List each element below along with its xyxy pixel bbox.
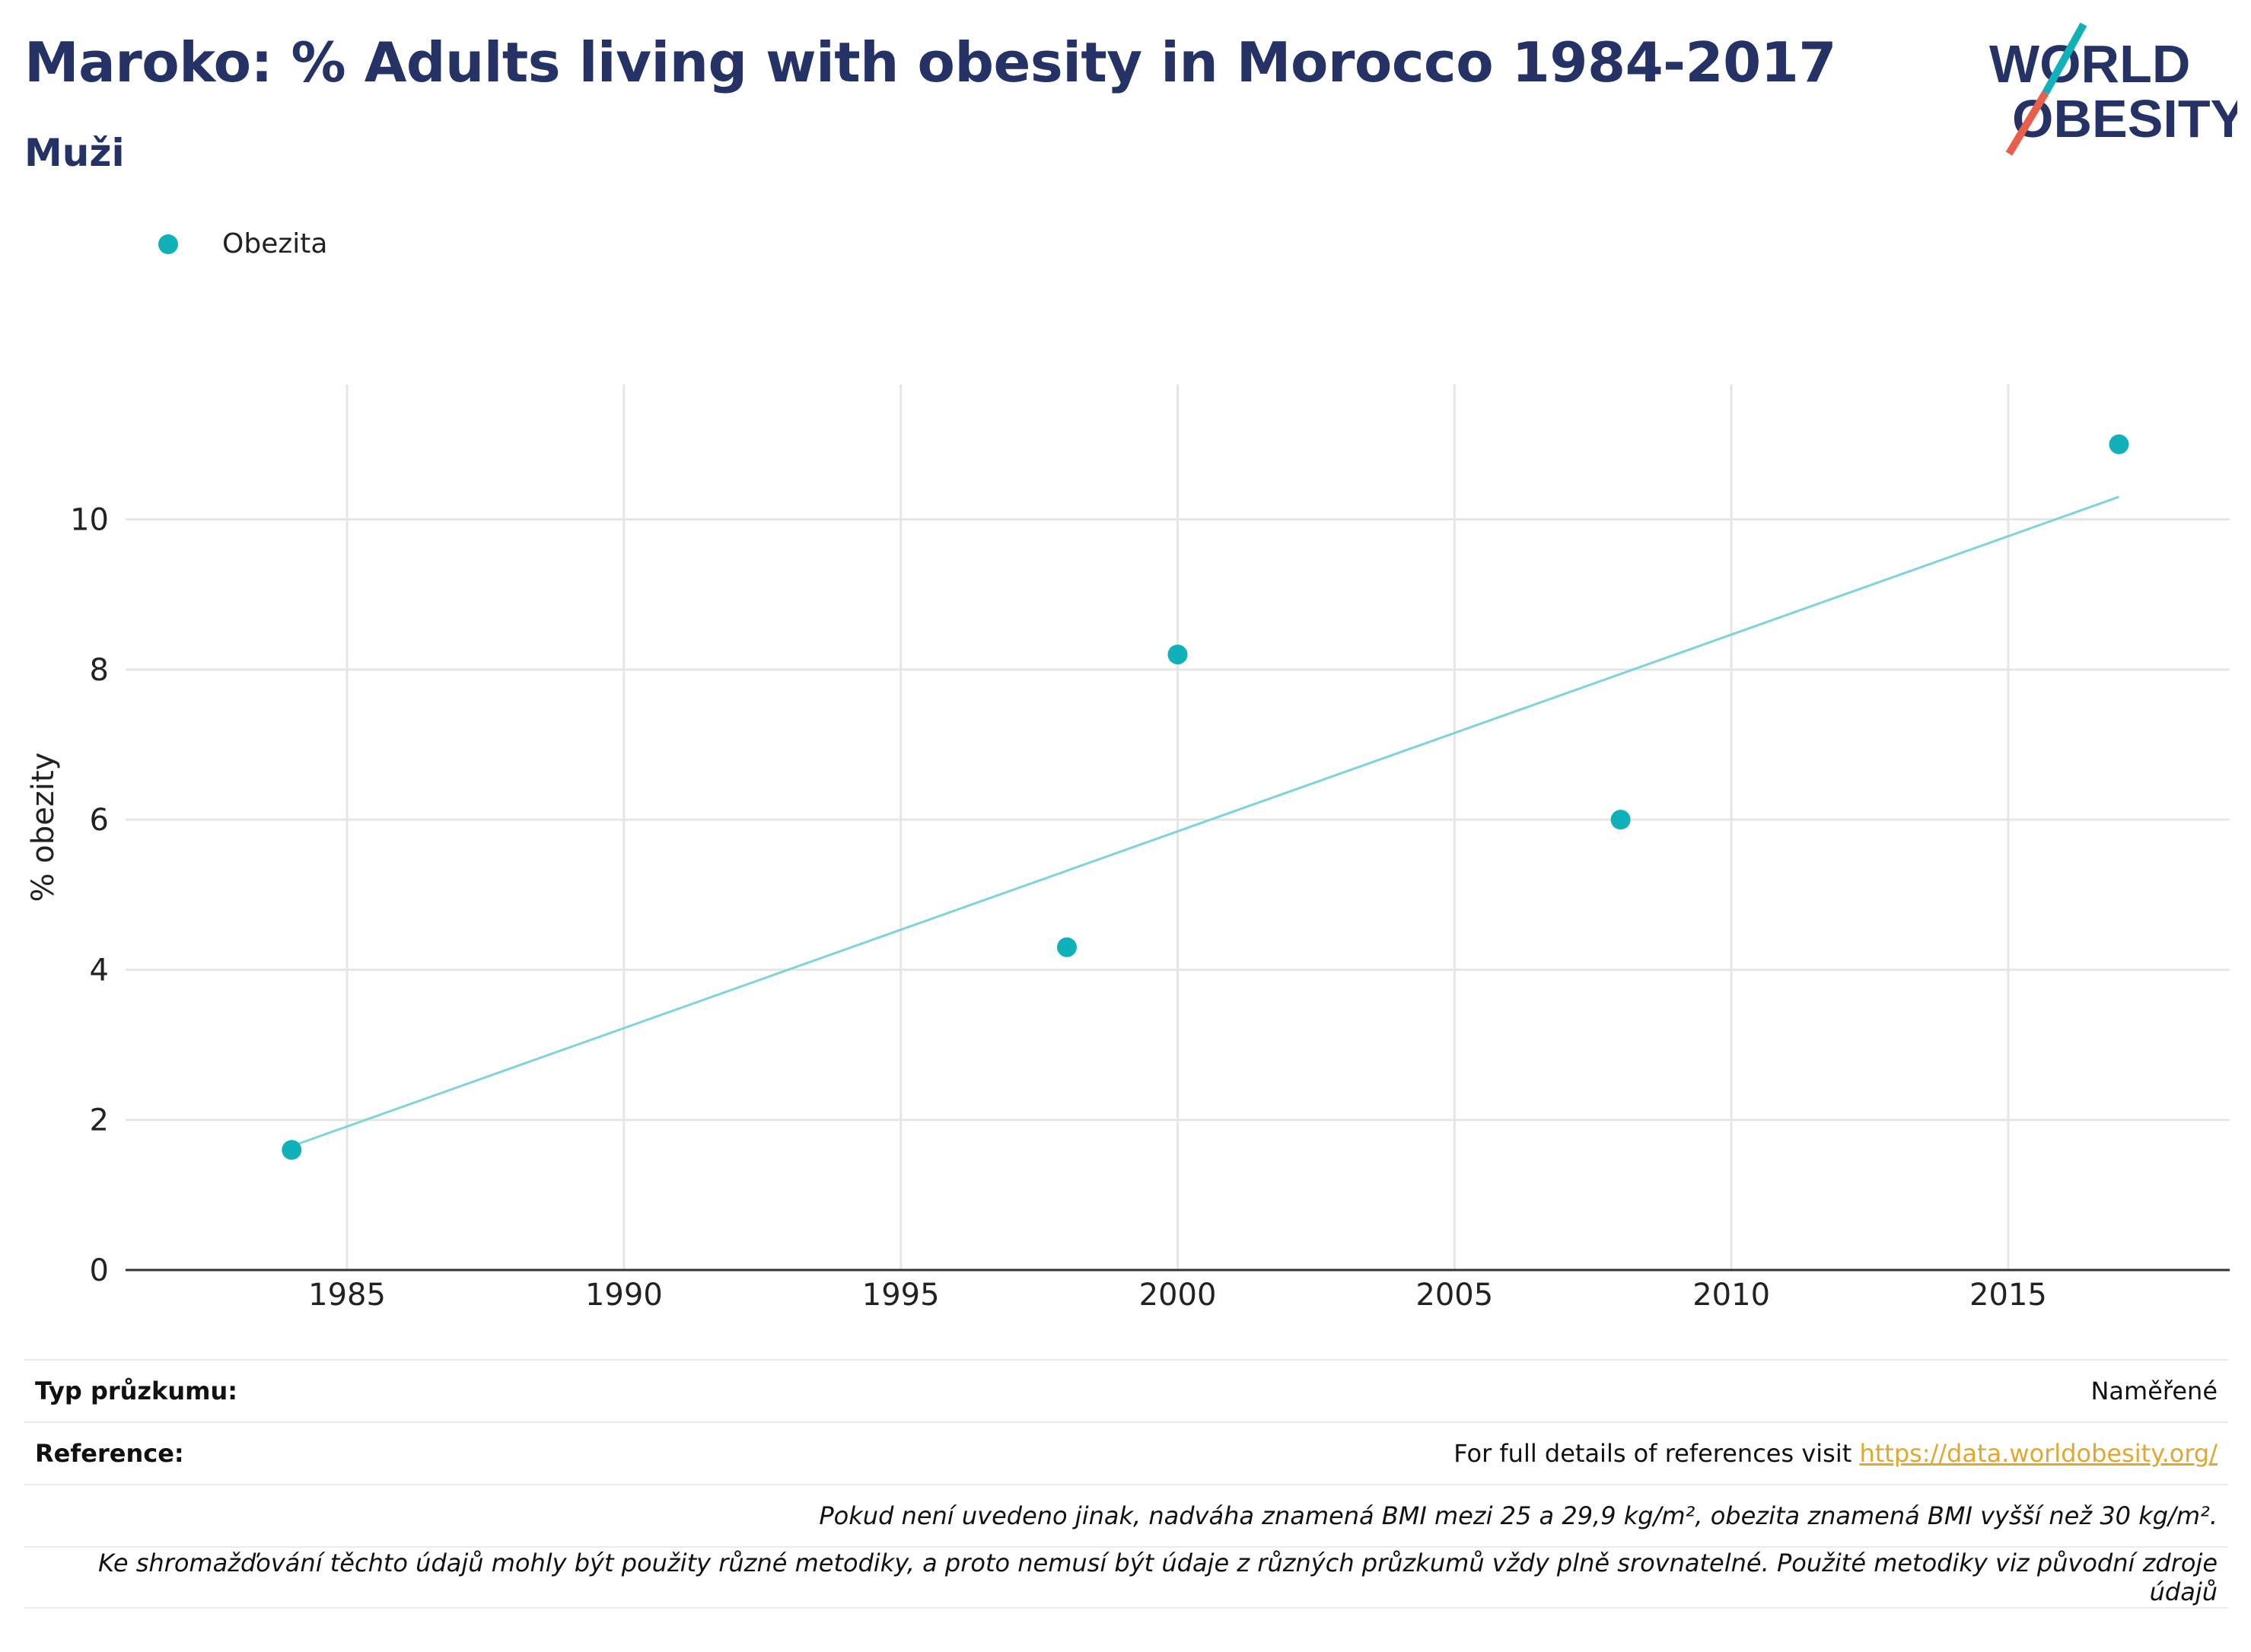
x-tick-label: 1985 <box>308 1278 386 1313</box>
data-point <box>282 1140 302 1160</box>
footer-row-note1: Pokud není uvedeno jinak, nadváha znamen… <box>24 1484 2228 1546</box>
reference-text: For full details of references visit <box>1453 1439 1860 1468</box>
trendline-group <box>291 495 2119 1147</box>
data-points <box>282 434 2129 1160</box>
data-point <box>1167 645 1188 665</box>
y-tick-label: 6 <box>90 803 109 838</box>
y-tick-label: 2 <box>90 1103 109 1138</box>
logo-slash-teal <box>2042 22 2087 95</box>
note-definition: Pokud není uvedeno jinak, nadváha znamen… <box>819 1501 2218 1530</box>
x-gridlines <box>345 384 2010 1270</box>
y-gridlines <box>126 518 2230 1122</box>
logo-line1: WORLD <box>1989 34 2190 94</box>
footer-row-survey: Typ průzkumu: Naměřené <box>24 1359 2228 1421</box>
survey-label: Typ průzkumu: <box>35 1377 238 1405</box>
x-tick-label: 2000 <box>1139 1278 1217 1313</box>
logo-line2: OBESITY <box>2012 89 2237 148</box>
note-methodology: Ke shromažďování těchto údajů mohly být … <box>98 1549 2218 1606</box>
reference-label: Reference: <box>35 1439 184 1468</box>
y-tick-label: 4 <box>90 953 109 988</box>
data-point <box>1056 937 1077 957</box>
world-obesity-logo: WORLD OBESITY <box>1986 22 2246 160</box>
y-tick-label: 8 <box>90 653 109 688</box>
x-tick-label: 2010 <box>1692 1278 1770 1313</box>
reference-link[interactable]: https://data.worldobesity.org/ <box>1859 1439 2218 1468</box>
x-tick-label: 2015 <box>1969 1278 2047 1313</box>
scatter-chart: 1985 1990 1995 2000 2005 2010 2015 0 2 4 6 8 10 % o… <box>26 384 2230 1313</box>
legend: Obezita <box>158 228 327 259</box>
data-point <box>1610 810 1631 830</box>
x-tick-label: 1990 <box>585 1278 663 1313</box>
footer-row-reference: Reference: For full details of reference… <box>24 1421 2228 1484</box>
x-tick-label: 1995 <box>862 1278 940 1313</box>
y-axis-label: % obezity <box>26 753 61 902</box>
y-tick-labels: 0 2 4 6 8 10 <box>70 503 109 1288</box>
trendline <box>291 495 2119 1147</box>
y-tick-label: 10 <box>70 503 109 538</box>
logo-slash-red <box>2005 91 2049 156</box>
reference-value: For full details of references visit htt… <box>1453 1439 2218 1468</box>
data-point <box>2109 434 2129 454</box>
x-tick-label: 2005 <box>1415 1278 1493 1313</box>
x-tick-labels: 1985 1990 1995 2000 2005 2010 2015 <box>308 1278 2047 1313</box>
survey-value: Naměřené <box>2090 1377 2218 1405</box>
y-tick-label: 0 <box>90 1253 109 1288</box>
legend-marker <box>158 234 178 254</box>
footer-table: Typ průzkumu: Naměřené Reference: For fu… <box>24 1359 2228 1609</box>
legend-label: Obezita <box>222 228 328 259</box>
chart-subtitle: Muži <box>24 131 125 175</box>
footer-row-note2: Ke shromažďování těchto údajů mohly být … <box>24 1546 2228 1609</box>
chart-title: Maroko: % Adults living with obesity in … <box>24 30 1836 94</box>
